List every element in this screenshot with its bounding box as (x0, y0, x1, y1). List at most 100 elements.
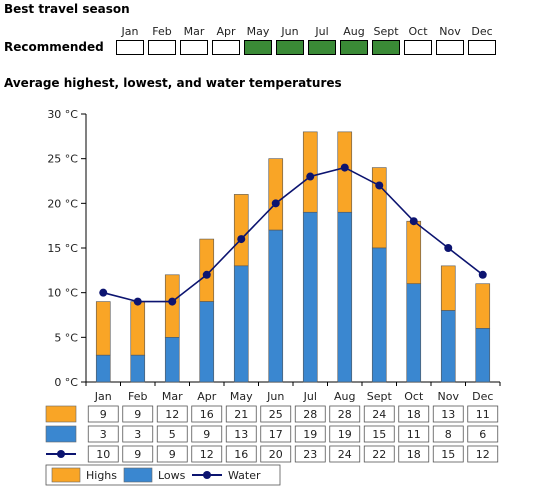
season-row-label: Recommended (4, 40, 104, 54)
highs-bar (302, 131, 318, 213)
highs-bar (233, 194, 249, 267)
season-title: Best travel season (4, 2, 130, 16)
season-table: Jan Feb Mar Apr May Jun Jul Aug Sept Oct Nov Dec Re… (4, 20, 498, 56)
season-month-feb: Feb (152, 25, 172, 38)
chart-axes: 0 °C 5 °C 10 °C 15 °C 20 °C 25 °C 30 °C (47, 108, 501, 389)
season-month-mar: Mar (183, 25, 205, 38)
data-cell (398, 405, 430, 423)
season-cell-nov (434, 38, 466, 56)
highs-value: 16 (200, 408, 214, 421)
chart-legend: Highs Lows Water (45, 464, 281, 486)
x-tick-label: Oct (404, 390, 424, 403)
lows-bar (164, 337, 180, 383)
data-cell (363, 425, 395, 443)
x-tick-label: Sept (367, 390, 393, 403)
water-value: 16 (234, 448, 248, 461)
lows-value: 3 (100, 428, 107, 441)
data-cell (260, 425, 292, 443)
lows-bar (268, 229, 284, 383)
lows-value: 15 (372, 428, 386, 441)
lows-value: 13 (234, 428, 248, 441)
highs-bar (371, 167, 387, 249)
data-cell (432, 425, 464, 443)
data-cell (467, 445, 499, 463)
x-tick-label: Apr (197, 390, 217, 403)
lows-value: 17 (269, 428, 283, 441)
lows-value: 11 (407, 428, 421, 441)
not-recommended-month-box (180, 39, 208, 55)
water-point (444, 244, 453, 252)
water-value: 10 (96, 448, 110, 461)
season-header-spacer (4, 20, 114, 38)
highs-value: 18 (407, 408, 421, 421)
water-line (103, 166, 484, 303)
legend-lows-swatch (123, 467, 153, 483)
water-point (478, 270, 487, 279)
highs-bar (268, 158, 284, 231)
data-cell (87, 425, 119, 443)
season-month-sept: Sept (373, 25, 399, 38)
lows-value: 19 (303, 428, 317, 441)
data-cell (294, 445, 326, 463)
season-cell-may (242, 38, 274, 56)
highs-bar (337, 131, 353, 213)
highs-bar (406, 220, 422, 285)
lows-value: 5 (169, 428, 176, 441)
highs-value: 11 (476, 408, 490, 421)
season-month-jan: Jan (121, 25, 139, 38)
data-cell (122, 405, 154, 423)
y-tick-label: 25 °C (47, 153, 78, 166)
legend-water-label: Water (228, 469, 261, 482)
water-point (168, 297, 177, 306)
water-value: 18 (407, 448, 421, 461)
highs-value: 24 (372, 408, 386, 421)
data-cell (87, 405, 119, 423)
x-tick-label: Nov (438, 390, 460, 403)
lows-bar (233, 265, 249, 383)
water-row-key-marker (57, 450, 65, 458)
data-cell (398, 425, 430, 443)
season-cell-jan (114, 38, 146, 56)
season-cell-dec (466, 38, 498, 56)
highs-value: 12 (165, 408, 179, 421)
water-point (202, 270, 211, 279)
highs-bar (95, 301, 111, 356)
y-tick-label: 0 °C (54, 376, 78, 389)
data-cell (87, 445, 119, 463)
lows-bar (302, 211, 318, 383)
y-tick-label: 30 °C (47, 108, 78, 121)
y-tick-label: 15 °C (47, 242, 78, 255)
data-cell (398, 445, 430, 463)
lows-row-key (45, 425, 77, 443)
data-cell (363, 405, 395, 423)
season-cell-feb (146, 38, 178, 56)
season-cell-aug (338, 38, 370, 56)
data-cell (294, 405, 326, 423)
highs-bar (130, 301, 146, 356)
data-cell (191, 405, 223, 423)
recommended-month-box (276, 39, 304, 55)
legend-water-marker (203, 471, 211, 479)
water-point (99, 288, 108, 297)
x-tick-label: Jan (94, 390, 112, 403)
highs-value: 25 (269, 408, 283, 421)
y-tick-label: 5 °C (54, 331, 78, 344)
season-month-oct: Oct (408, 25, 428, 38)
data-cell (122, 445, 154, 463)
data-cell (191, 445, 223, 463)
lows-bar (199, 301, 215, 383)
highs-value: 13 (441, 408, 455, 421)
season-cell-jun (274, 38, 306, 56)
not-recommended-month-box (436, 39, 464, 55)
water-value: 24 (338, 448, 352, 461)
lows-bar (371, 247, 387, 383)
legend-highs-swatch (51, 467, 81, 483)
lows-bar (475, 328, 491, 383)
data-cell (329, 425, 361, 443)
data-cell (467, 425, 499, 443)
season-month-nov: Nov (439, 25, 461, 38)
water-point (409, 217, 418, 226)
lows-bar (95, 354, 111, 383)
highs-value: 21 (234, 408, 248, 421)
water-value: 12 (200, 448, 214, 461)
